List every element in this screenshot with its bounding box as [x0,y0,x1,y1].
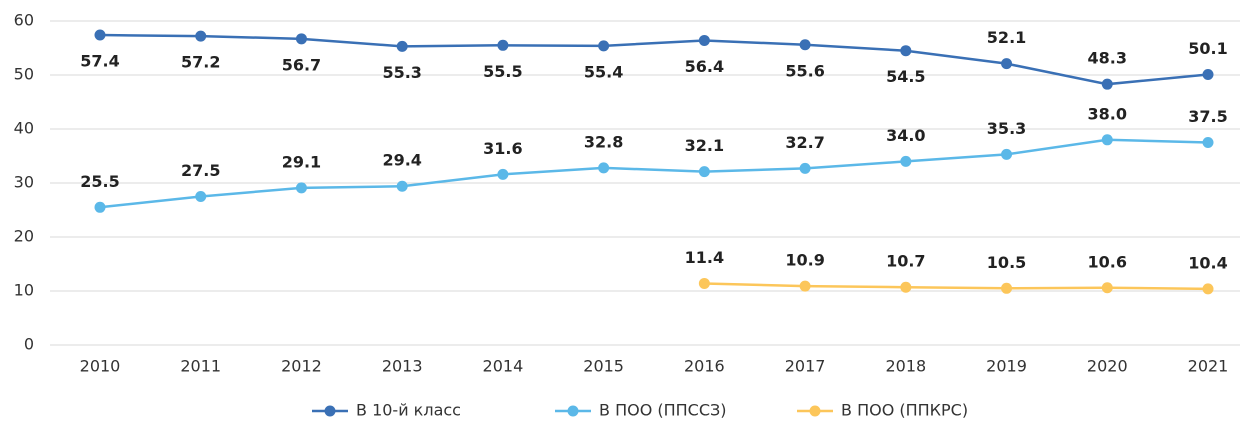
point [1001,58,1013,70]
y-tick-label: 0 [24,335,34,354]
x-tick-label: 2011 [180,357,221,376]
data-label: 38.0 [1088,104,1127,123]
x-tick-label: 2010 [80,357,121,376]
data-label: 55.4 [584,62,623,81]
data-label: 50.1 [1188,39,1227,58]
x-tick-label: 2013 [382,357,423,376]
point [1202,68,1214,80]
legend-label: В ПОО (ППКРС) [841,401,968,420]
series-line [704,282,1209,291]
data-label: 27.5 [181,161,220,180]
point [497,168,509,180]
data-label: 10.6 [1088,252,1127,271]
legend-marker [809,405,821,417]
x-tick-label: 2020 [1087,357,1128,376]
data-label: 34.0 [886,126,925,145]
point [598,162,610,174]
data-label: 52.1 [987,28,1026,47]
data-label: 55.3 [382,63,421,82]
point [295,33,307,45]
point [698,277,710,289]
legend-label: В 10-й класс [356,401,461,420]
point [900,45,912,57]
point [1101,282,1113,294]
legend-marker [324,405,336,417]
x-tick-label: 2019 [986,357,1027,376]
point [1101,134,1113,146]
point [1101,78,1113,90]
point [195,191,207,202]
data-label: 57.4 [80,52,119,71]
point [1202,283,1214,295]
data-label: 10.4 [1188,253,1227,272]
data-label: 10.5 [987,253,1026,272]
point [799,162,811,174]
point [396,40,408,52]
data-label: 37.5 [1188,107,1227,126]
x-tick-label: 2018 [885,357,926,376]
x-tick-label: 2016 [684,357,725,376]
legend-label: В ПОО (ППССЗ) [599,401,727,420]
data-label: 32.7 [785,133,824,152]
x-tick-label: 2017 [785,357,826,376]
point [900,155,912,167]
y-tick-label: 40 [14,119,34,138]
x-tick-label: 2015 [583,357,624,376]
point [497,39,509,51]
point [1001,148,1013,160]
series-line [99,138,1209,209]
data-label: 57.2 [181,53,220,72]
point [799,39,811,51]
y-tick-label: 60 [14,11,34,30]
y-tick-label: 50 [14,65,34,84]
data-label: 29.4 [382,151,421,170]
y-tick-label: 10 [14,281,34,300]
point [195,30,207,42]
point [295,182,307,194]
data-label: 11.4 [685,248,724,267]
point [1001,282,1013,294]
data-label: 25.5 [80,172,119,191]
point [799,280,811,292]
data-label: 31.6 [483,139,522,158]
series-line [99,33,1209,86]
point [900,281,912,293]
data-label: 54.5 [886,67,925,86]
x-tick-label: 2021 [1188,357,1229,376]
point [698,166,710,178]
point [396,180,408,192]
data-label: 32.1 [685,136,724,155]
y-tick-label: 20 [14,227,34,246]
x-tick-label: 2012 [281,357,322,376]
x-tick-label: 2014 [483,357,524,376]
data-label: 10.7 [886,252,925,271]
data-label: 55.6 [785,61,824,80]
point [598,40,610,52]
point [94,201,106,213]
data-label: 55.5 [483,62,522,81]
data-label: 56.7 [282,55,321,74]
data-label: 56.4 [685,57,724,76]
point [1202,137,1214,148]
point [698,34,710,46]
data-label: 48.3 [1088,49,1127,68]
y-tick-label: 30 [14,173,34,192]
data-label: 29.1 [282,152,321,171]
data-label: 10.9 [785,251,824,270]
data-label: 35.3 [987,119,1026,138]
legend-marker [567,405,579,417]
data-label: 32.8 [584,132,623,151]
point [94,29,106,41]
